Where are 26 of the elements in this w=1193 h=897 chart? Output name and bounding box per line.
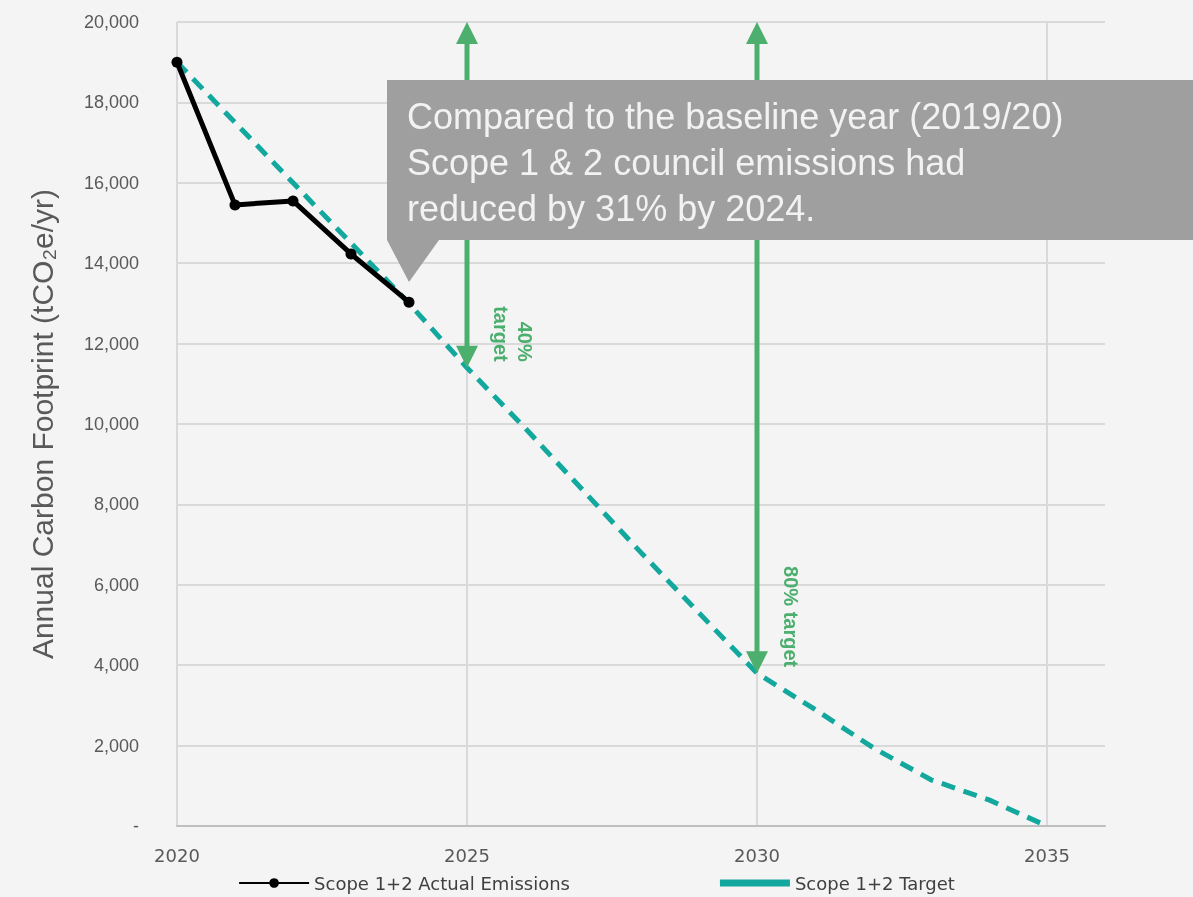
y-tick-label: 6,000 bbox=[93, 574, 139, 595]
y-axis-title: Annual Carbon Footprint (tCO₂e/yr) bbox=[25, 188, 59, 660]
x-tick-label: 2020 bbox=[154, 844, 200, 866]
y-tick-label: 2,000 bbox=[93, 735, 139, 756]
y-tick-label: 20,000 bbox=[83, 12, 139, 32]
annotation: 40% target bbox=[490, 306, 536, 363]
y-tick-label: 4,000 bbox=[93, 655, 139, 676]
point bbox=[287, 195, 299, 207]
point bbox=[229, 199, 241, 211]
point bbox=[171, 56, 183, 68]
y-tick-label: 12,000 bbox=[83, 333, 139, 354]
x-tick-label: 2025 bbox=[444, 844, 490, 866]
y-tick-label: - bbox=[133, 816, 139, 836]
y-tick-label: 8,000 bbox=[93, 494, 139, 515]
annotation: Compared to the baseline year (2019/20) Scope 1 & 2 council emissions had reduced by 31% by 2024. bbox=[407, 95, 1064, 231]
legend-label: Scope 1+2 Target bbox=[794, 872, 955, 894]
y-tick-label: 14,000 bbox=[83, 253, 139, 274]
x-tick-label: 2035 bbox=[1024, 844, 1070, 866]
x-tick-label: 2030 bbox=[734, 844, 780, 866]
point bbox=[345, 248, 357, 260]
point bbox=[403, 296, 415, 308]
legend-label: Scope 1+2 Actual Emissions bbox=[314, 872, 570, 894]
y-tick-label: 10,000 bbox=[83, 414, 139, 434]
y-tick-label: 16,000 bbox=[83, 172, 139, 193]
annotation: 80% target bbox=[780, 566, 802, 668]
y-tick-label: 18,000 bbox=[83, 92, 139, 113]
